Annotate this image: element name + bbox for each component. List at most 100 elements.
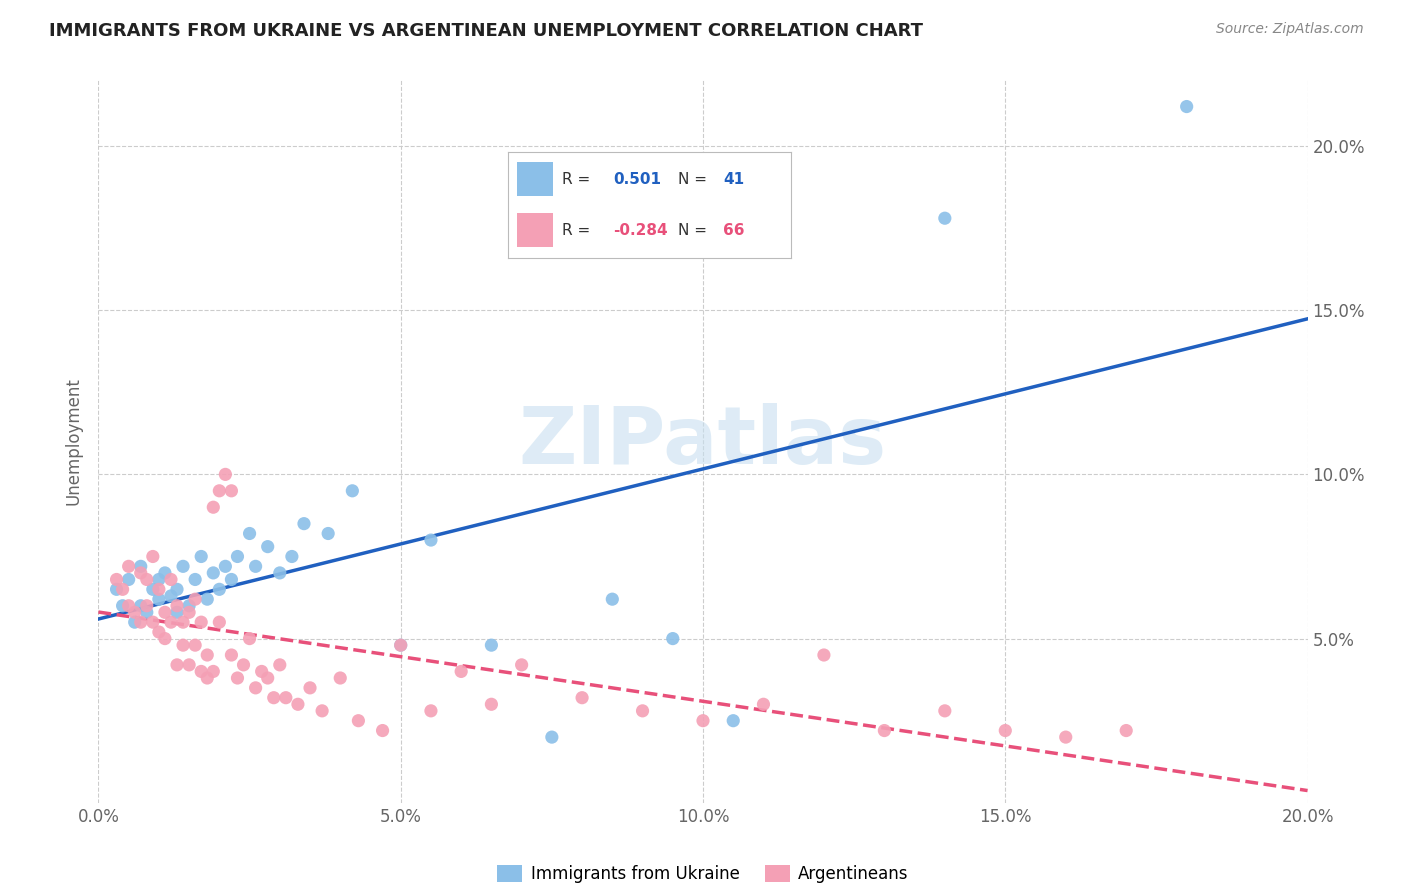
FancyBboxPatch shape [516,162,554,196]
Point [1115,723,1137,738]
Point [510,657,533,672]
Point [481,698,503,712]
Point [873,723,896,738]
Point [202,665,225,679]
Point [269,566,291,580]
Point [105,582,128,597]
Point [342,483,364,498]
Point [994,723,1017,738]
Point [752,698,775,712]
Point [190,549,212,564]
Point [129,615,152,630]
Point [111,599,134,613]
Point [118,559,141,574]
Point [347,714,370,728]
Point [602,592,624,607]
Point [311,704,333,718]
Point [245,681,267,695]
Text: 0.501: 0.501 [613,172,661,186]
Point [160,573,183,587]
Point [221,483,243,498]
Point [450,665,472,679]
Point [214,467,236,482]
Point [105,573,128,587]
Point [420,704,443,718]
Point [287,698,309,712]
FancyBboxPatch shape [516,213,554,247]
Point [274,690,297,705]
Point [148,582,170,597]
Point [256,671,278,685]
Point [190,665,212,679]
Point [142,582,165,597]
Point [316,526,339,541]
Point [692,714,714,728]
Point [221,573,243,587]
Point [221,648,243,662]
Point [195,648,218,662]
Point [256,540,278,554]
Point [813,648,835,662]
Point [179,657,201,672]
Point [184,573,207,587]
Point [172,638,194,652]
Point [571,690,593,705]
Point [263,690,285,705]
Point [129,559,152,574]
Point [172,559,194,574]
Point [111,582,134,597]
Point [540,730,562,744]
Point [166,599,188,613]
Point [226,671,249,685]
Text: ZIPatlas: ZIPatlas [519,402,887,481]
Text: 66: 66 [724,223,745,238]
Point [389,638,412,652]
Point [245,559,267,574]
Text: N =: N = [678,223,707,238]
Text: R =: R = [562,223,591,238]
Point [1175,99,1198,113]
Point [202,566,225,580]
Point [153,566,176,580]
Point [118,599,141,613]
Point [226,549,249,564]
Point [208,615,231,630]
Point [208,483,231,498]
Y-axis label: Unemployment: Unemployment [65,377,83,506]
Point [135,573,157,587]
Point [135,599,157,613]
Point [124,605,146,619]
Point [142,615,165,630]
Point [172,615,194,630]
Point [148,625,170,640]
Point [195,671,218,685]
Text: Source: ZipAtlas.com: Source: ZipAtlas.com [1216,22,1364,37]
Point [142,549,165,564]
Point [239,526,262,541]
Point [661,632,683,646]
Point [118,573,141,587]
Point [420,533,443,547]
Point [160,615,183,630]
Point [481,638,503,652]
Point [371,723,394,738]
Point [329,671,352,685]
Point [166,657,188,672]
Point [239,632,262,646]
Point [202,500,225,515]
Point [124,615,146,630]
Point [1054,730,1077,744]
Point [166,582,188,597]
Point [208,582,231,597]
Point [184,638,207,652]
Text: R =: R = [562,172,591,186]
Point [129,566,152,580]
Point [179,605,201,619]
Point [292,516,315,531]
Point [214,559,236,574]
Text: N =: N = [678,172,707,186]
Point [299,681,322,695]
Point [179,599,201,613]
Point [153,605,176,619]
Point [135,605,157,619]
